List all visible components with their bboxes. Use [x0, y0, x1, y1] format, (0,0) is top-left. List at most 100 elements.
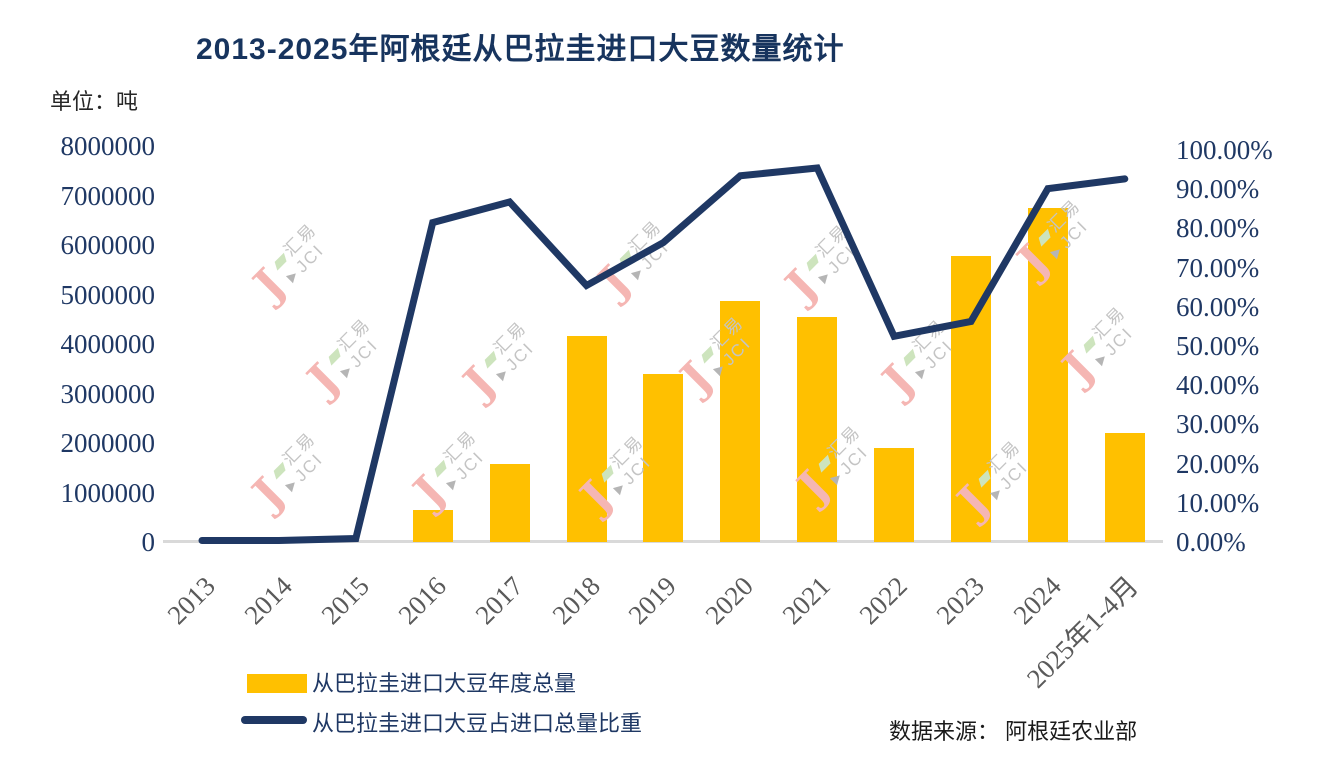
watermark-text-en: JCI: [442, 441, 495, 494]
watermark-triangle-icon: [630, 266, 645, 281]
right-axis-tick: 0.00%: [1176, 527, 1246, 557]
watermark-text-en: JCI: [1091, 317, 1144, 370]
watermark-triangle-icon: [817, 270, 832, 285]
jci-logo-icon: J: [244, 259, 295, 311]
import-volume-bar: [797, 316, 838, 542]
left-axis-tick: 5000000: [60, 279, 156, 310]
jci-logo-icon: J: [589, 256, 640, 308]
watermark: J 汇易 JCI: [240, 185, 370, 315]
right-axis-tick: 10.00%: [1176, 487, 1260, 518]
watermark-triangle-icon: [612, 481, 627, 496]
watermark-text-cn: 汇易: [428, 427, 481, 480]
jci-logo-icon: J: [776, 260, 827, 312]
watermark: J 汇易 JCI: [294, 280, 424, 410]
watermark-green-icon: [274, 252, 287, 271]
watermark-triangle-icon: [495, 367, 510, 382]
watermark-text: 汇易 JCI: [478, 318, 545, 385]
x-axis-label: 2019: [622, 570, 683, 631]
watermark-text: 汇易 JCI: [268, 220, 335, 287]
import-volume-bar: [951, 255, 991, 542]
import-volume-bar: [643, 373, 684, 542]
right-axis-tick: 30.00%: [1176, 409, 1260, 440]
left-axis-tick: 3000000: [60, 378, 156, 409]
import-volume-bar: [489, 463, 530, 542]
import-volume-bar: [566, 336, 607, 542]
watermark-text-cn: 汇易: [800, 221, 853, 274]
watermark-text-en: JCI: [281, 443, 334, 496]
x-axis-label: 2018: [546, 570, 606, 631]
jci-logo-icon: J: [404, 466, 455, 518]
legend-bar-swatch-icon: [247, 674, 307, 693]
right-axis-tick: 20.00%: [1176, 448, 1260, 479]
unit-label: 单位：吨: [50, 89, 139, 114]
x-axis-label: 2016: [392, 570, 452, 631]
jci-logo-icon: J: [873, 355, 924, 407]
watermark: J 汇易 JCI: [1049, 268, 1179, 398]
right-axis-tick: 90.00%: [1176, 174, 1260, 205]
right-axis-tick: 50.00%: [1176, 331, 1260, 361]
right-axis-tick: 40.00%: [1176, 370, 1260, 401]
watermark-triangle-icon: [1094, 352, 1109, 367]
watermark-triangle-icon: [445, 476, 460, 491]
watermark-text: 汇易 JCI: [1077, 303, 1144, 370]
watermark-triangle-icon: [989, 486, 1004, 501]
left-axis-tick: 8000000: [60, 131, 156, 161]
right-axis-tick: 70.00%: [1176, 252, 1260, 283]
x-axis-label: 2020: [699, 570, 760, 631]
watermark-green-icon: [619, 249, 632, 268]
import-volume-bar: [1104, 433, 1145, 542]
x-axis-label: 2022: [853, 570, 914, 631]
left-axis-tick: 2000000: [60, 428, 156, 458]
legend-bar-label: 从巴拉圭进口大豆年度总量: [312, 671, 577, 696]
left-axis-tick: 0: [141, 527, 156, 557]
watermark-text-en: JCI: [492, 332, 545, 385]
watermark-triangle-icon: [914, 365, 929, 380]
watermark-text-cn: 汇易: [322, 315, 375, 368]
watermark-text: 汇易 JCI: [322, 315, 389, 382]
watermark-text: 汇易 JCI: [267, 429, 334, 496]
x-axis-label: 2015: [315, 570, 375, 631]
watermark-text-en: JCI: [336, 329, 389, 382]
import-volume-bar: [412, 509, 453, 542]
watermark-green-icon: [484, 350, 497, 369]
watermark: J 汇易 JCI: [239, 394, 369, 524]
x-axis-label: 2014: [238, 570, 298, 631]
x-axis-label: 2021: [776, 570, 837, 631]
left-axis-tick: 1000000: [60, 477, 156, 508]
watermark: J 汇易 JCI: [772, 186, 902, 316]
x-axis-label: 2017: [469, 570, 529, 631]
x-axis-label: 2013: [161, 570, 221, 631]
page-title: 2013-2025年阿根廷从巴拉圭进口大豆数量统计: [196, 33, 845, 66]
watermark-text-en: JCI: [627, 231, 680, 284]
watermark-green-icon: [701, 345, 714, 364]
watermark-text-cn: 汇易: [268, 220, 321, 273]
watermark: J 汇易 JCI: [585, 182, 715, 312]
watermark-text-en: JCI: [814, 235, 867, 288]
watermark-green-icon: [1083, 335, 1096, 354]
watermark: J 汇易 JCI: [1004, 161, 1134, 291]
watermark-text-cn: 汇易: [1077, 303, 1130, 356]
right-axis-tick: 80.00%: [1176, 213, 1260, 244]
watermark-text: 汇易 JCI: [613, 217, 680, 284]
watermark-text-cn: 汇易: [897, 316, 950, 369]
watermark-green-icon: [273, 461, 286, 480]
right-axis-tick: 60.00%: [1176, 291, 1260, 322]
watermark: J 汇易 JCI: [450, 283, 580, 413]
watermark-green-icon: [434, 459, 447, 478]
watermark-text-cn: 汇易: [478, 318, 531, 371]
watermark-green-icon: [328, 347, 341, 366]
right-axis-tick: 100.00%: [1176, 135, 1273, 165]
legend-line-label: 从巴拉圭进口大豆占进口总量比重: [312, 711, 643, 736]
watermark-triangle-icon: [284, 478, 299, 493]
left-axis-tick: 6000000: [60, 230, 156, 260]
watermark-text-cn: 汇易: [267, 429, 320, 482]
source-note: 数据来源： 阿根廷农业部: [889, 719, 1138, 744]
watermark-green-icon: [806, 253, 819, 272]
legend-line-swatch-icon: [241, 716, 307, 724]
watermark-text-cn: 汇易: [613, 217, 666, 270]
left-axis-tick: 4000000: [60, 329, 156, 359]
left-axis-tick: 7000000: [60, 180, 156, 211]
import-volume-bar: [720, 300, 761, 542]
jci-logo-icon: J: [298, 354, 349, 406]
watermark-text: 汇易 JCI: [428, 427, 495, 494]
